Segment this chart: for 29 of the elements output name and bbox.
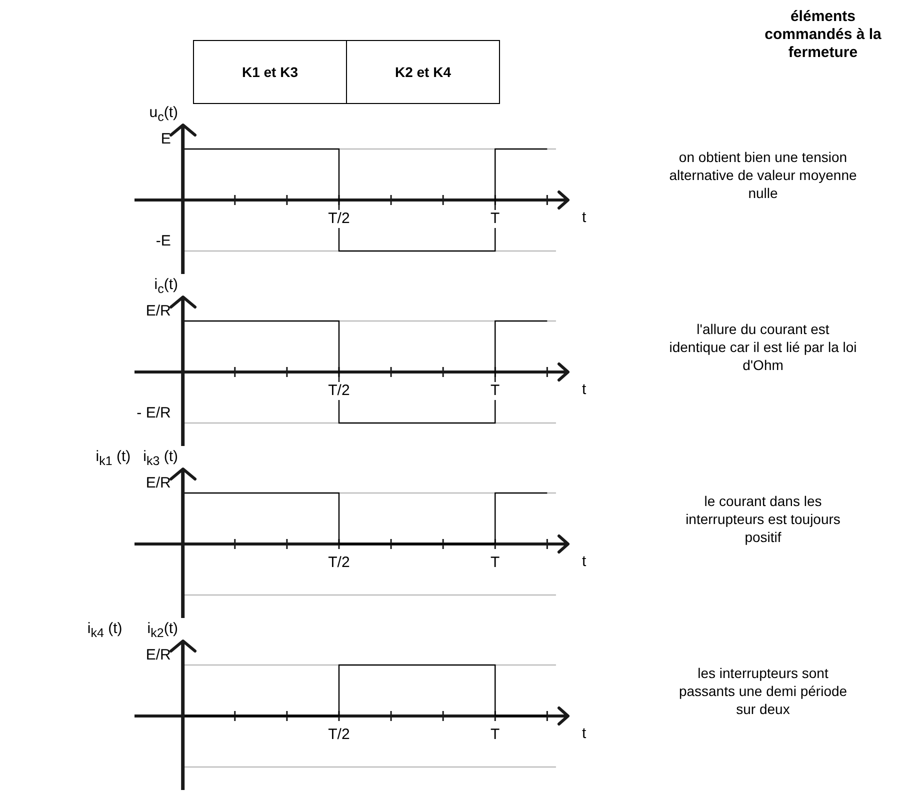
category-label: K2 et K4 <box>346 41 499 103</box>
x-tick-label: T/2 <box>328 382 350 400</box>
text: on obtient bien une tension alternative de valeur moyenne nulle <box>668 148 858 202</box>
ref-line-label: - E/R <box>136 404 172 422</box>
ref-line-label: E/R <box>146 474 171 492</box>
x-axis-title: t <box>582 725 587 742</box>
x-axis-title: t <box>582 209 587 226</box>
x-tick-label: T <box>490 382 500 400</box>
text: les interrupteurs sont passants une demi période sur deux <box>678 664 848 718</box>
y-axis-title: u$_{c}$(t) <box>148 104 178 124</box>
category-label: K1 et K3 <box>240 63 300 82</box>
text: éléments commandés à la fermeture <box>764 8 882 62</box>
ref-line-label: -E <box>156 232 171 250</box>
ref-line-label: E/R <box>146 302 171 320</box>
x-tick-label: T <box>490 554 500 572</box>
x-axis-title: t <box>582 553 587 570</box>
x-tick-label: T/2 <box>328 726 350 744</box>
y-axis-title: i$_{k1}$ (t) i$_{k3}$ (t) <box>94 448 178 468</box>
x-tick-label: T <box>490 726 500 744</box>
ref-line-label: E <box>160 130 171 148</box>
y-axis-title: i$_{c}$(t) <box>153 276 178 296</box>
text: l'allure du courant est identique car il est lié par la loi d'Ohm <box>668 320 858 374</box>
text: le courant dans les interrupteurs est toujours positif <box>684 492 842 546</box>
ref-line-label: E/R <box>146 646 171 664</box>
x-tick-label: T <box>490 210 500 228</box>
x-tick-label: T/2 <box>328 554 350 572</box>
x-axis-title: t <box>582 381 587 398</box>
x-tick-label: T/2 <box>328 210 350 228</box>
y-axis-title: i$_{k4}$ (t) i$_{k2}$(t) <box>86 620 178 640</box>
